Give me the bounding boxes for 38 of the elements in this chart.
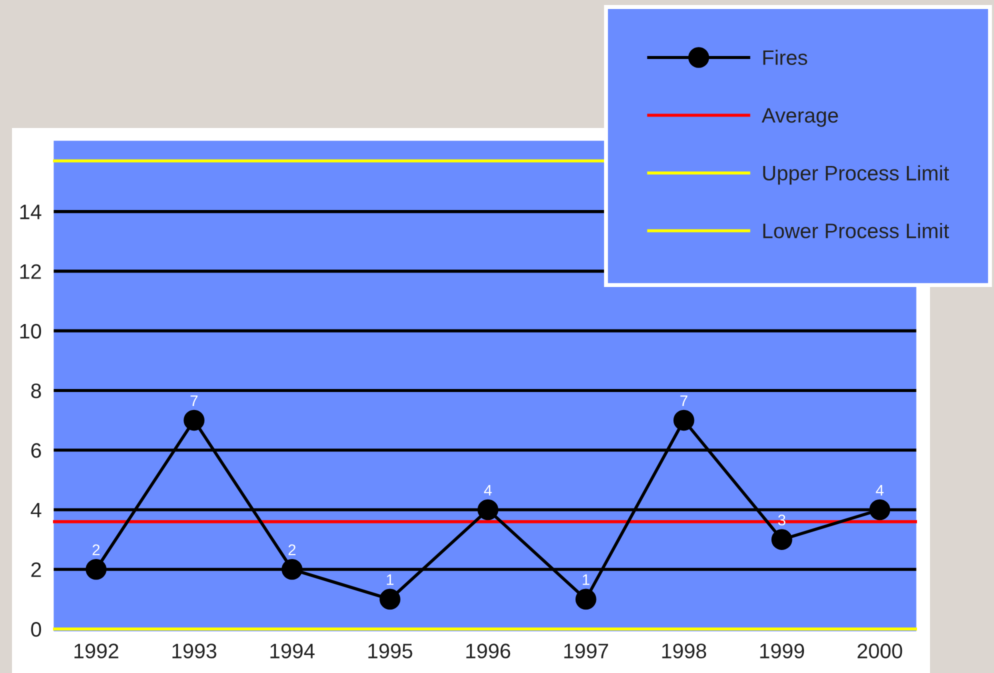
y-tick-label: 8 [31, 383, 41, 398]
data-label: 7 [190, 396, 198, 406]
point [771, 529, 792, 550]
data-label: 4 [484, 484, 492, 496]
x-tick-label: 1997 [564, 644, 608, 658]
data-label: 2 [288, 544, 296, 556]
legend-label: Lower Process Limit [763, 222, 950, 238]
y-tick-label: 14 [20, 204, 42, 220]
x-tick-label: 2000 [858, 644, 902, 658]
point [282, 558, 302, 580]
x-tick-label: 1993 [172, 644, 216, 658]
y-tick-label: 2 [31, 562, 41, 577]
x-tick-label: 1995 [368, 644, 412, 658]
point [673, 410, 694, 431]
point [478, 499, 498, 520]
data-label: 2 [92, 544, 100, 556]
x-tick-label: 1994 [270, 644, 315, 658]
data-label: 7 [680, 396, 688, 406]
point [380, 588, 400, 610]
y-tick-label: 12 [20, 264, 41, 279]
x-tick-label: 1998 [662, 644, 706, 658]
y-tick-label: 10 [20, 324, 42, 339]
data-label: 1 [386, 574, 394, 585]
legend-label: Average [762, 108, 838, 127]
data-label: 4 [876, 484, 884, 496]
x-tick-label: 1992 [74, 644, 118, 658]
y-tick-label: 0 [31, 622, 42, 637]
x-tick-label: 1996 [466, 644, 510, 658]
x-tick-label: 1999 [760, 644, 804, 658]
y-tick-label: 6 [31, 443, 41, 458]
point [184, 410, 204, 431]
data-label: 1 [582, 574, 590, 585]
legend-label: Fires [763, 50, 808, 66]
point [575, 588, 596, 610]
point [869, 499, 890, 520]
point [86, 558, 107, 580]
ref-line-label: Upper Process Limit [763, 165, 950, 185]
y-tick-label: 4 [30, 502, 42, 518]
